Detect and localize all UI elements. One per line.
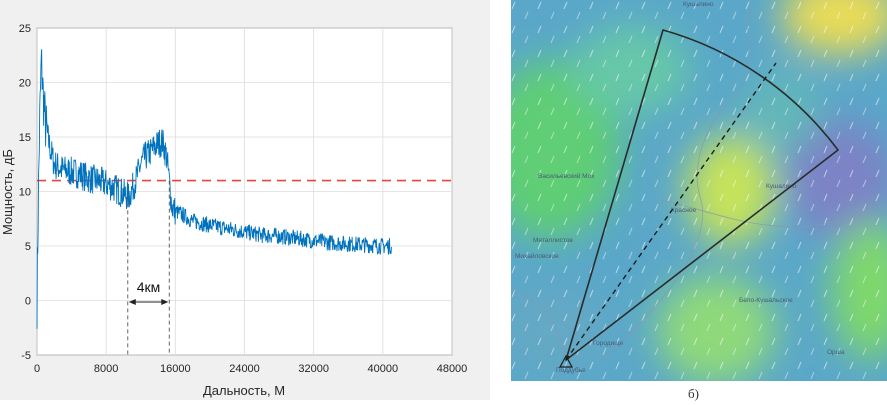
annotation-label: 4км [137,279,161,295]
x-axis-label: Дальность, М [203,383,285,398]
map-place-labels: Кушалино Васильевский Мох Металлистов Ми… [515,1,845,374]
map-label-origin: Поддубье [556,366,586,374]
annotation-arrowhead-left [128,299,136,305]
rain-pattern [511,0,887,381]
y-tick-label: -5 [21,350,31,362]
x-tick-label: 0 [34,363,40,375]
power-signal-line [36,49,392,329]
x-tick-label: 24000 [229,363,260,375]
y-tick-label: 15 [19,132,31,144]
y-tick-label: 0 [25,296,31,308]
y-tick-label: 25 [19,23,31,35]
radar-origin-marker [558,354,574,368]
power-range-chart: 4км 0 8000 16000 24000 32000 40000 48000-50510… [0,23,468,398]
map-label-gorodishche: Городище [593,340,623,347]
map-label-kushalino: Кушалино [766,183,797,190]
radar-beam-line [565,62,777,361]
map-label-belo-kushalskoe: Бело-Кушальское [739,297,793,304]
radar-sector [565,29,839,361]
y-tick-label: 20 [19,78,31,90]
x-tick-label: 32000 [298,363,329,375]
x-tick-label: 48000 [437,363,468,375]
x-tick-label: 16000 [160,363,191,375]
radar-map: Кушалино Васильевский Мох Металлистов Ми… [511,0,887,381]
map-label-mikhaylovskoe: Михайловское [515,252,559,260]
x-tick-label: 40000 [368,363,399,375]
y-tick-label: 5 [25,241,31,253]
tick-labels: 0 8000 16000 24000 32000 40000 48000-505101520… [19,23,468,375]
y-axis-label: Мощность, дБ [0,149,15,235]
series-layer [36,49,392,329]
chart-panel: 4км 0 8000 16000 24000 32000 40000 48000 -5 0 5 10… [0,0,490,400]
map-label-orsha: Орша [827,349,845,356]
map-label-krasnoe: Красное [671,207,696,214]
map-caption: б) [688,386,699,401]
radar-map-panel: Кушалино Васильевский Мох Металлистов Ми… [511,0,887,381]
annotation-layer: 4км [127,180,170,355]
annotation-arrowhead-right [161,299,169,305]
map-label-top: Кушалино [683,1,714,8]
y-tick-label: 10 [19,187,31,199]
x-tick-label: 8000 [94,363,118,375]
roads [511,0,842,361]
map-label-metallistov: Металлистов [533,237,573,244]
map-label-vasilevsky: Васильевский Мох [538,172,595,180]
